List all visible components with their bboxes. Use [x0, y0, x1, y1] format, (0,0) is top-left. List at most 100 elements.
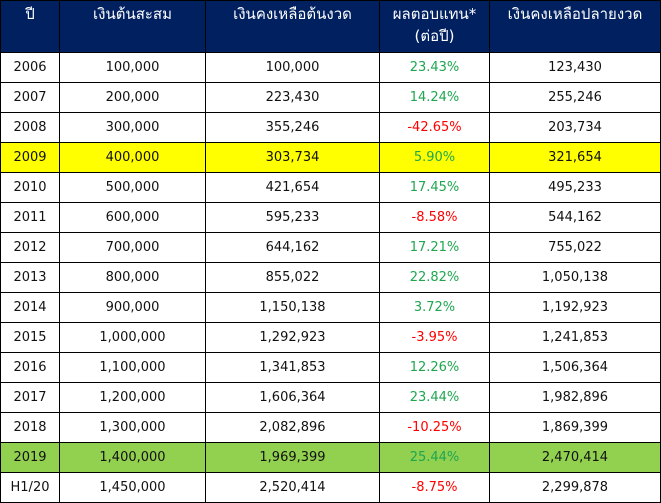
table-body: 2006 100,000 100,000 23.43% 123,430 2007 200,0… [0, 52, 661, 503]
cell-end-balance: 123,430 [489, 52, 661, 83]
table-row: 2009 400,000 303,734 5.90% 321,654 [0, 142, 661, 173]
cell-year: 2012 [0, 232, 60, 263]
cell-principal: 200,000 [59, 82, 206, 113]
table-row: 2018 1,300,000 2,082,896 -10.25% 1,869,399 [0, 412, 661, 443]
cell-end-balance: 495,233 [489, 172, 661, 203]
cell-start-balance: 1,150,138 [205, 292, 380, 323]
cell-end-balance: 2,299,878 [489, 472, 661, 503]
cell-year: 2010 [0, 172, 60, 203]
cell-start-balance: 595,233 [205, 202, 380, 233]
cell-principal: 1,300,000 [59, 412, 206, 443]
cell-return: -10.25% [379, 412, 490, 443]
cell-return: 23.43% [379, 52, 490, 83]
table-row: 2019 1,400,000 1,969,399 25.44% 2,470,414 [0, 442, 661, 473]
header-principal: เงินต้นสะสม [59, 0, 206, 53]
cell-principal: 500,000 [59, 172, 206, 203]
cell-start-balance: 1,292,923 [205, 322, 380, 353]
table-row: 2017 1,200,000 1,606,364 23.44% 1,982,896 [0, 382, 661, 413]
cell-principal: 100,000 [59, 52, 206, 83]
cell-principal: 400,000 [59, 142, 206, 173]
cell-return: 23.44% [379, 382, 490, 413]
cell-principal: 300,000 [59, 112, 206, 143]
cell-principal: 1,000,000 [59, 322, 206, 353]
cell-year: 2008 [0, 112, 60, 143]
cell-start-balance: 855,022 [205, 262, 380, 293]
table-row: 2011 600,000 595,233 -8.58% 544,162 [0, 202, 661, 233]
cell-return: -8.58% [379, 202, 490, 233]
cell-year: 2013 [0, 262, 60, 293]
cell-principal: 1,200,000 [59, 382, 206, 413]
header-return-label: ผลตอบแทน* [392, 5, 477, 23]
cell-return: 5.90% [379, 142, 490, 173]
cell-principal: 1,400,000 [59, 442, 206, 473]
cell-return: 12.26% [379, 352, 490, 383]
cell-return: 25.44% [379, 442, 490, 473]
cell-year: 2014 [0, 292, 60, 323]
table-row: 2013 800,000 855,022 22.82% 1,050,138 [0, 262, 661, 293]
cell-end-balance: 1,192,923 [489, 292, 661, 323]
cell-start-balance: 1,969,399 [205, 442, 380, 473]
table-row: 2014 900,000 1,150,138 3.72% 1,192,923 [0, 292, 661, 323]
table-row: H1/20 1,450,000 2,520,414 -8.75% 2,299,878 [0, 472, 661, 503]
cell-start-balance: 100,000 [205, 52, 380, 83]
table-row: 2006 100,000 100,000 23.43% 123,430 [0, 52, 661, 83]
cell-start-balance: 1,341,853 [205, 352, 380, 383]
cell-return: 14.24% [379, 82, 490, 113]
cell-principal: 600,000 [59, 202, 206, 233]
cell-end-balance: 1,869,399 [489, 412, 661, 443]
cell-start-balance: 1,606,364 [205, 382, 380, 413]
cell-end-balance: 1,050,138 [489, 262, 661, 293]
cell-end-balance: 1,506,364 [489, 352, 661, 383]
cell-end-balance: 203,734 [489, 112, 661, 143]
cell-year: 2006 [0, 52, 60, 83]
cell-end-balance: 1,241,853 [489, 322, 661, 353]
cell-year: 2011 [0, 202, 60, 233]
cell-start-balance: 421,654 [205, 172, 380, 203]
header-row: ปี เงินต้นสะสม เงินคงเหลือต้นงวด ผลตอบแท… [0, 0, 661, 53]
cell-end-balance: 755,022 [489, 232, 661, 263]
header-return-unit: (ต่อปี) [414, 27, 455, 45]
cell-return: -8.75% [379, 472, 490, 503]
cell-principal: 800,000 [59, 262, 206, 293]
cell-start-balance: 355,246 [205, 112, 380, 143]
cell-start-balance: 2,520,414 [205, 472, 380, 503]
table-row: 2015 1,000,000 1,292,923 -3.95% 1,241,853 [0, 322, 661, 353]
cell-principal: 1,100,000 [59, 352, 206, 383]
cell-year: 2007 [0, 82, 60, 113]
cell-year: 2009 [0, 142, 60, 173]
cell-year: 2015 [0, 322, 60, 353]
cell-start-balance: 644,162 [205, 232, 380, 263]
cell-year: 2017 [0, 382, 60, 413]
table-header: ปี เงินต้นสะสม เงินคงเหลือต้นงวด ผลตอบแท… [0, 0, 661, 53]
cell-return: -3.95% [379, 322, 490, 353]
cell-year: 2016 [0, 352, 60, 383]
table-row: 2007 200,000 223,430 14.24% 255,246 [0, 82, 661, 113]
cell-end-balance: 544,162 [489, 202, 661, 233]
cell-start-balance: 223,430 [205, 82, 380, 113]
cell-end-balance: 321,654 [489, 142, 661, 173]
table-row: 2008 300,000 355,246 -42.65% 203,734 [0, 112, 661, 143]
header-start-balance: เงินคงเหลือต้นงวด [205, 0, 380, 53]
cell-year: 2018 [0, 412, 60, 443]
cell-return: 17.21% [379, 232, 490, 263]
header-year: ปี [0, 0, 60, 53]
cell-year: H1/20 [0, 472, 60, 503]
cell-start-balance: 303,734 [205, 142, 380, 173]
cell-principal: 700,000 [59, 232, 206, 263]
cell-end-balance: 255,246 [489, 82, 661, 113]
header-end-balance: เงินคงเหลือปลายงวด [489, 0, 661, 53]
cell-end-balance: 2,470,414 [489, 442, 661, 473]
cell-return: 17.45% [379, 172, 490, 203]
cell-return: -42.65% [379, 112, 490, 143]
table-row: 2010 500,000 421,654 17.45% 495,233 [0, 172, 661, 203]
cell-start-balance: 2,082,896 [205, 412, 380, 443]
table-row: 2016 1,100,000 1,341,853 12.26% 1,506,364 [0, 352, 661, 383]
header-return: ผลตอบแทน* (ต่อปี) [379, 0, 490, 53]
cell-year: 2019 [0, 442, 60, 473]
cell-end-balance: 1,982,896 [489, 382, 661, 413]
cell-principal: 900,000 [59, 292, 206, 323]
table-row: 2012 700,000 644,162 17.21% 755,022 [0, 232, 661, 263]
cell-return: 3.72% [379, 292, 490, 323]
cell-return: 22.82% [379, 262, 490, 293]
